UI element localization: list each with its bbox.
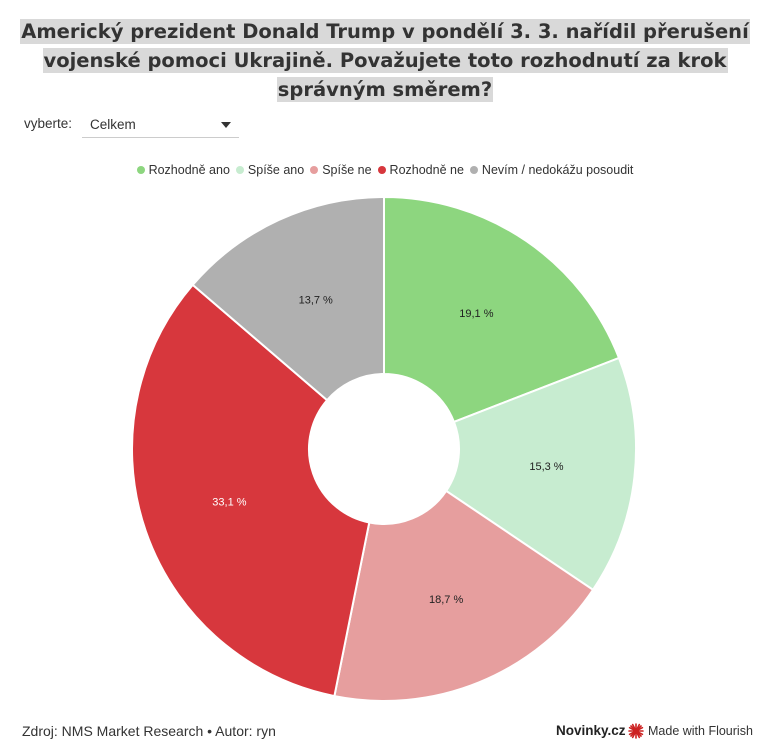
filter-label: vyberte: xyxy=(24,116,73,131)
footer-source: Zdroj: NMS Market Research • Autor: ryn xyxy=(22,723,276,739)
legend-swatch xyxy=(469,166,478,174)
slice-data-label: 15,3 % xyxy=(529,461,563,473)
filter-dropdown-value: Celkem xyxy=(90,117,136,132)
donut-slice[interactable] xyxy=(131,283,371,698)
flourish-credit[interactable]: Made with Flourish xyxy=(628,722,753,740)
legend-swatch xyxy=(310,166,319,174)
donut-slice[interactable] xyxy=(444,356,637,592)
chart-legend: Rozhodně ano Spíše ano Spíše ne Rozhodně ne… xyxy=(0,163,770,177)
filter-dropdown[interactable]: Celkem xyxy=(82,110,239,138)
slice-data-label: 33,1 % xyxy=(212,496,246,508)
legend-item[interactable]: Nevím / nedokážu posoudit xyxy=(469,163,634,177)
legend-item[interactable]: Spíše ne xyxy=(310,163,372,177)
novinky-logo[interactable]: Novinky.cz xyxy=(556,723,626,738)
legend-label: Spíše ne xyxy=(322,163,372,177)
legend-label: Nevím / nedokážu posoudit xyxy=(481,163,634,177)
legend-swatch xyxy=(235,166,244,174)
donut-chart: 19,1 % 15,3 % 18,7 % 33,1 % 13,7 % xyxy=(131,195,637,702)
flourish-logo-icon xyxy=(628,723,644,739)
donut-slice[interactable] xyxy=(191,195,385,402)
legend-swatch xyxy=(136,166,145,174)
legend-item[interactable]: Spíše ano xyxy=(235,163,305,177)
slice-data-label: 13,7 % xyxy=(299,294,333,306)
legend-label: Rozhodně ano xyxy=(148,163,230,177)
legend-swatch xyxy=(377,166,386,174)
legend-item[interactable]: Rozhodně ne xyxy=(377,163,464,177)
legend-label: Rozhodně ne xyxy=(389,163,464,177)
legend-item[interactable]: Rozhodně ano xyxy=(136,163,230,177)
donut-slice[interactable] xyxy=(333,489,595,702)
chart-title-container: Americký prezident Donald Trump v ponděl… xyxy=(20,18,750,105)
legend-label: Spíše ano xyxy=(247,163,305,177)
chevron-down-icon xyxy=(221,122,231,128)
flourish-credit-text: Made with Flourish xyxy=(648,724,753,738)
slice-data-label: 18,7 % xyxy=(429,594,463,606)
slice-data-label: 19,1 % xyxy=(459,308,493,320)
donut-slice[interactable] xyxy=(383,195,621,424)
